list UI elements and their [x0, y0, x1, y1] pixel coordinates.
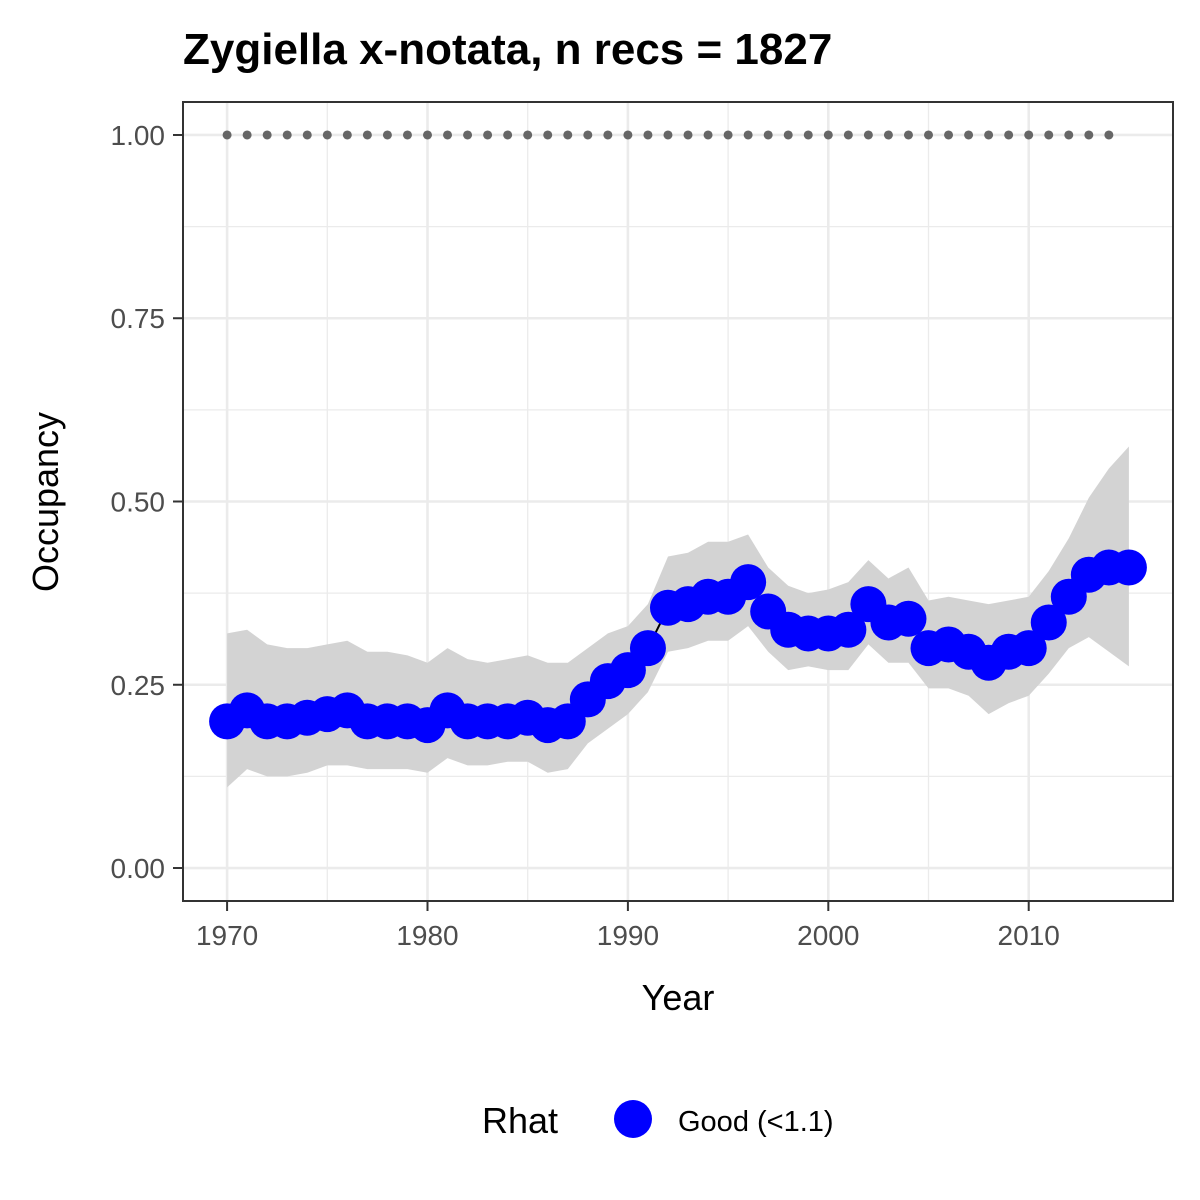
data-point	[890, 600, 927, 637]
reference-line-layer	[222, 130, 1114, 140]
legend-label-good: Good (<1.1)	[678, 1106, 834, 1138]
reference-line-dot	[924, 130, 934, 140]
reference-line-dot	[483, 130, 493, 140]
reference-line-dot	[823, 130, 833, 140]
reference-line-dot	[222, 130, 232, 140]
x-tick-label: 2000	[797, 920, 859, 951]
reference-line-dot	[984, 130, 994, 140]
legend-key-good	[614, 1100, 652, 1138]
chart-title: Zygiella x-notata, n recs = 1827	[183, 25, 832, 74]
x-axis: 1970 1980 1990 2000 2010	[196, 901, 1060, 951]
reference-line-dot	[763, 130, 773, 140]
reference-line-dot	[302, 130, 312, 140]
reference-line-dot	[563, 130, 573, 140]
y-axis: 0.00 0.25 0.50 0.75 1.00	[111, 120, 183, 884]
reference-line-dot	[743, 130, 753, 140]
reference-line-dot	[1104, 130, 1114, 140]
data-point	[830, 611, 867, 648]
x-axis-title: Year	[642, 977, 715, 1018]
data-points-layer	[209, 549, 1147, 744]
reference-line-dot	[463, 130, 473, 140]
reference-line-dot	[282, 130, 292, 140]
reference-line-dot	[523, 130, 533, 140]
reference-line-dot	[1064, 130, 1074, 140]
reference-line-dot	[843, 130, 853, 140]
reference-line-dot	[583, 130, 593, 140]
reference-line-dot	[623, 130, 633, 140]
legend-title: Rhat	[482, 1100, 558, 1141]
legend: Rhat Good (<1.1)	[482, 1100, 834, 1141]
reference-line-dot	[783, 130, 793, 140]
y-tick-label: 0.75	[111, 303, 166, 334]
reference-line-dot	[703, 130, 713, 140]
x-tick-label: 2010	[998, 920, 1060, 951]
reference-line-dot	[944, 130, 954, 140]
reference-line-dot	[262, 130, 272, 140]
reference-line-dot	[242, 130, 252, 140]
reference-line-dot	[903, 130, 913, 140]
reference-line-dot	[422, 130, 432, 140]
reference-line-dot	[663, 130, 673, 140]
data-point	[629, 630, 666, 667]
reference-line-dot	[543, 130, 553, 140]
y-tick-label: 1.00	[111, 120, 166, 151]
reference-line-dot	[443, 130, 453, 140]
reference-line-dot	[683, 130, 693, 140]
reference-line-dot	[723, 130, 733, 140]
y-tick-label: 0.50	[111, 487, 166, 518]
reference-line-dot	[503, 130, 513, 140]
reference-line-dot	[402, 130, 412, 140]
reference-line-dot	[643, 130, 653, 140]
reference-line-dot	[382, 130, 392, 140]
reference-line-dot	[322, 130, 332, 140]
data-point	[1110, 549, 1147, 586]
x-tick-label: 1970	[196, 920, 258, 951]
reference-line-dot	[964, 130, 974, 140]
reference-line-dot	[863, 130, 873, 140]
reference-line-dot	[803, 130, 813, 140]
x-tick-label: 1990	[597, 920, 659, 951]
plot-panel	[182, 101, 1174, 902]
reference-line-dot	[342, 130, 352, 140]
reference-line-dot	[1024, 130, 1034, 140]
reference-line-dot	[1044, 130, 1054, 140]
data-point	[730, 564, 767, 601]
y-axis-title: Occupancy	[25, 412, 66, 592]
reference-line-dot	[1084, 130, 1094, 140]
reference-line-dot	[603, 130, 613, 140]
y-tick-label: 0.25	[111, 670, 166, 701]
reference-line-dot	[883, 130, 893, 140]
reference-line-dot	[362, 130, 372, 140]
data-point	[1010, 630, 1047, 667]
y-tick-label: 0.00	[111, 853, 166, 884]
x-tick-label: 1980	[396, 920, 458, 951]
data-point	[1030, 604, 1067, 641]
reference-line-dot	[1004, 130, 1014, 140]
